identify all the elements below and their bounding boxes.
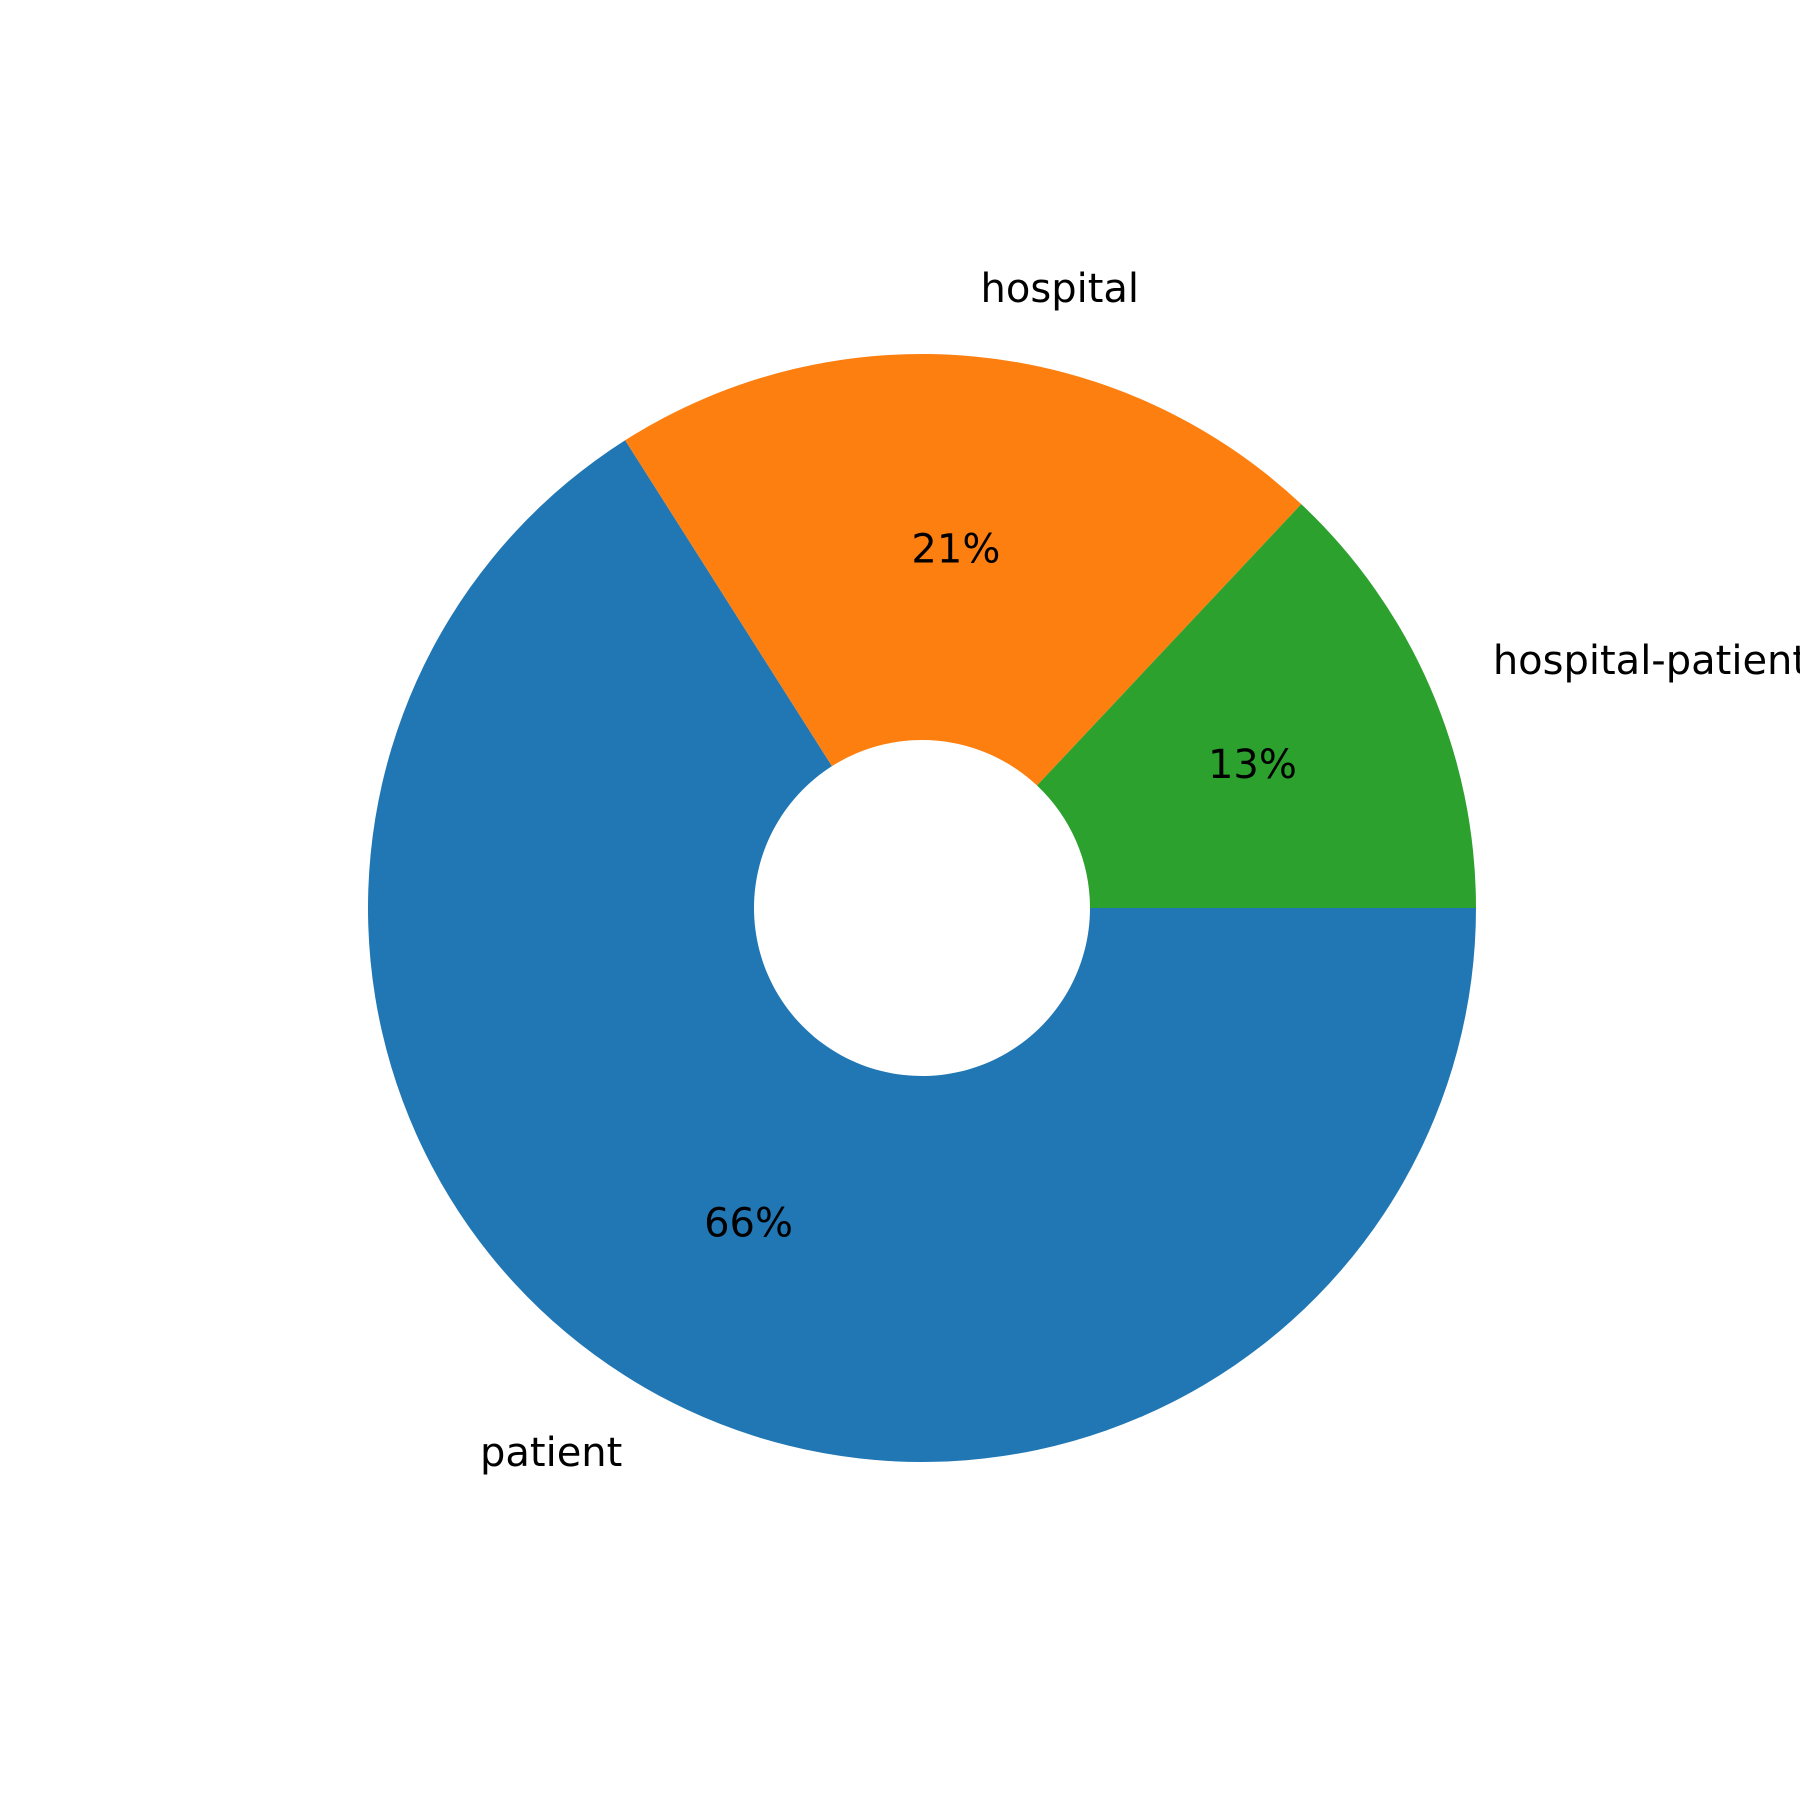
slice-hospital-patient (1037, 504, 1476, 908)
slice-label-hospital: hospital (981, 266, 1139, 312)
slices-layer (368, 354, 1477, 1463)
slice-pct-label-patient: 66% (704, 1200, 793, 1246)
slice-patient (368, 440, 1477, 1463)
slice-label-patient: patient (480, 1430, 622, 1476)
slice-label-hospital-patient: hospital-patient (1493, 638, 1800, 684)
slice-pct-label-hospital-patient: 13% (1208, 742, 1297, 788)
labels-layer: 66% patient 21% hospital 13% hospital-patient (480, 266, 1800, 1476)
slice-pct-label-hospital: 21% (911, 527, 1000, 573)
slice-hospital (625, 354, 1302, 786)
